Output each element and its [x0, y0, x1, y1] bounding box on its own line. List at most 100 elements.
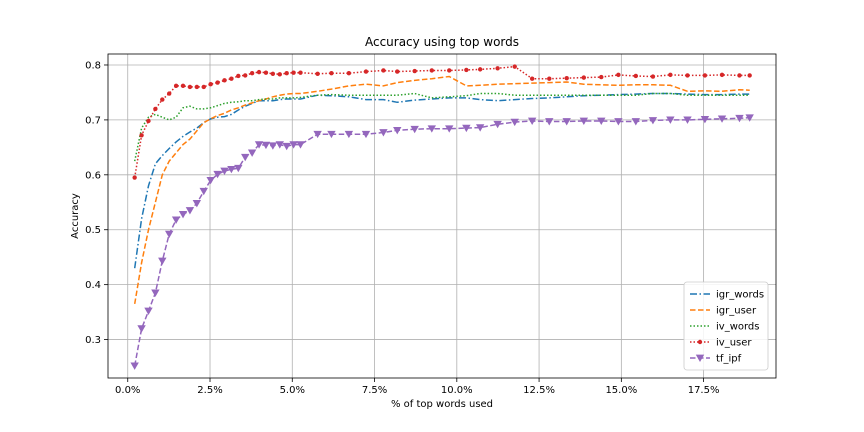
data-point [277, 72, 282, 77]
x-axis-label: % of top words used [391, 399, 493, 410]
data-point [599, 74, 604, 80]
data-point [206, 176, 215, 185]
grid [108, 54, 776, 378]
series-layer [130, 64, 754, 370]
x-tick-label: 2.5% [197, 385, 222, 396]
data-point [315, 71, 320, 76]
data-point [683, 116, 692, 124]
data-point [275, 141, 284, 149]
data-point [581, 75, 587, 80]
data-point [130, 362, 139, 370]
data-point [700, 115, 710, 124]
data-point [180, 83, 186, 89]
data-point [393, 126, 402, 135]
series-igr_words [133, 92, 750, 269]
series-iv_words [133, 92, 750, 162]
data-point [464, 67, 469, 73]
data-point [745, 114, 754, 122]
data-point [527, 117, 537, 125]
data-point [361, 130, 371, 139]
data-point [213, 170, 222, 179]
y-tick-label: 0.8 [85, 60, 101, 71]
legend: igr_words igr_user iv_words iv_user tf_ipf [683, 281, 769, 371]
data-point [236, 73, 241, 79]
legend-box [683, 281, 769, 371]
y-axis-label: Accuracy [70, 193, 81, 239]
data-point [719, 72, 725, 78]
data-point [284, 71, 289, 76]
data-point [289, 141, 298, 149]
data-point [697, 339, 703, 345]
data-point [227, 165, 236, 174]
data-point [254, 141, 264, 149]
series-line [133, 92, 750, 269]
data-point [263, 70, 269, 75]
data-point [616, 72, 621, 78]
data-point [327, 130, 336, 139]
data-point [510, 118, 519, 127]
x-tick-label: 10.0% [441, 385, 473, 396]
x-tick-label: 17.5% [688, 385, 720, 396]
data-point [194, 84, 200, 90]
data-point [717, 115, 727, 123]
series-line [133, 92, 750, 162]
data-point [363, 69, 369, 74]
legend-item-igr_user: igr_user [690, 306, 757, 317]
data-point [695, 354, 705, 362]
data-point [379, 129, 388, 137]
series-igr_user [133, 75, 750, 305]
data-point [493, 120, 502, 129]
data-point [187, 84, 193, 90]
data-point [160, 97, 165, 102]
legend-label: tf_ipf [716, 354, 742, 365]
data-point [462, 124, 471, 133]
legend-label: igr_user [716, 306, 757, 317]
data-point [139, 133, 144, 138]
data-point [165, 230, 174, 239]
data-point [685, 73, 690, 78]
y-tick-label: 0.4 [85, 280, 101, 291]
data-point [631, 118, 641, 126]
series-tf_ipf [130, 114, 754, 370]
data-point [298, 70, 303, 75]
data-point [270, 71, 276, 76]
data-point [171, 216, 181, 224]
data-point [132, 175, 137, 180]
x-tick-label: 12.5% [523, 385, 555, 396]
data-point [529, 76, 535, 81]
data-point [313, 130, 322, 139]
data-point [633, 73, 639, 79]
data-point [201, 84, 206, 90]
data-point [296, 141, 305, 149]
data-point [222, 78, 227, 83]
data-point [185, 207, 195, 215]
data-point [412, 68, 417, 74]
data-point [220, 167, 229, 175]
data-point [547, 76, 552, 81]
data-point [477, 67, 483, 72]
data-point [137, 325, 146, 333]
data-point [545, 118, 554, 126]
x-tick-label: 7.5% [362, 385, 387, 396]
data-point [199, 187, 208, 196]
data-point [146, 118, 151, 124]
data-point [291, 70, 296, 75]
data-point [158, 257, 167, 266]
data-point [243, 73, 248, 78]
data-point [562, 118, 571, 126]
series-line [133, 75, 750, 305]
plot-frame [107, 53, 777, 379]
data-point [268, 142, 278, 150]
data-point [427, 125, 436, 133]
legend-item-iv_user: iv_user [690, 338, 752, 349]
data-point [475, 124, 485, 132]
legend-label: igr_words [716, 290, 764, 301]
x-tick-label: 5.0% [280, 385, 305, 396]
data-point [737, 73, 742, 78]
legend-item-igr_words: igr_words [690, 290, 764, 301]
data-point [597, 117, 606, 125]
data-point [747, 73, 752, 78]
legend-item-iv_words: iv_words [690, 322, 760, 333]
data-point [229, 76, 234, 81]
